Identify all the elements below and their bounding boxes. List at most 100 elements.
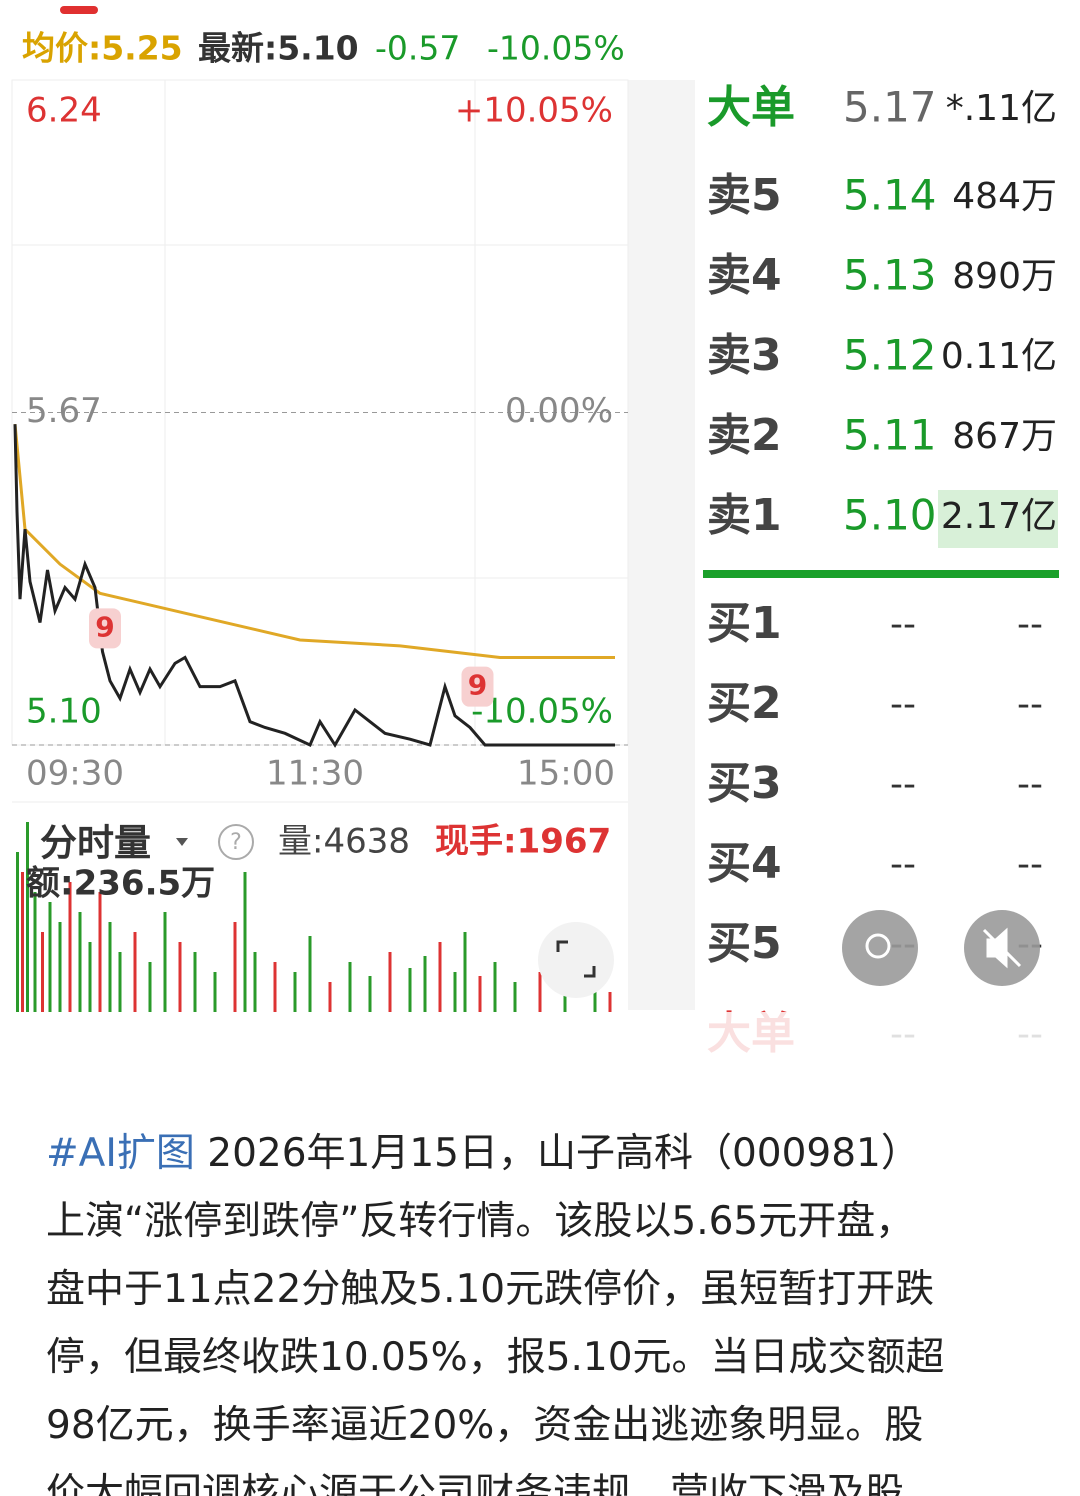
volume-bar <box>463 932 467 1012</box>
volume-bar <box>33 892 37 1012</box>
book-price: 5.10 <box>843 491 937 540</box>
volume-bar <box>21 872 24 1012</box>
volume-bar <box>108 922 112 1012</box>
volume-bar <box>88 942 92 1012</box>
fade <box>0 1012 1080 1062</box>
book-price: -- <box>890 764 916 805</box>
quote-screen: 均价:5.25 最新:5.10 -0.57 -10.05% 5.10 -10.05… <box>0 0 1080 1062</box>
post-line: 停，但最终收跌10.05%，报5.10元。当日成交额超 <box>46 1324 1080 1392</box>
book-amount: 890万 <box>952 256 1057 297</box>
book-label: 卖4 <box>707 250 782 301</box>
volume-bar <box>78 912 82 1012</box>
volume-bar <box>58 922 62 1012</box>
volume-bar <box>213 972 217 1012</box>
series-line <box>13 424 615 748</box>
book-price: -- <box>890 604 916 645</box>
change: -0.57 <box>375 29 460 68</box>
volume-bar <box>538 972 542 1012</box>
tab-indicator <box>60 6 98 14</box>
help-icon[interactable] <box>218 824 254 860</box>
mute-icon <box>982 927 1022 969</box>
volume-bar <box>423 956 427 1012</box>
post-line-text: 停，但最终收跌10.05%，报5.10元。当日成交额超 <box>46 1335 945 1380</box>
change-pct: -10.05% <box>487 29 625 68</box>
volume-bar <box>48 902 52 1012</box>
expand-icon <box>556 940 596 978</box>
volume-bar <box>148 962 152 1012</box>
side-gutter <box>628 80 695 1010</box>
book-label: 买3 <box>707 758 782 809</box>
book-label: 卖1 <box>707 490 782 541</box>
volume-bar <box>608 992 612 1012</box>
pct-label: -10.05% <box>471 692 613 732</box>
book-amount: *.11亿 <box>946 88 1057 129</box>
post-line: #AI扩图 2026年1月15日，山子高科（000981） <box>46 1120 1080 1188</box>
post-line-text: 价大幅回调核心源于公司财务违规、营收下滑及股 <box>46 1471 905 1496</box>
volume-bar <box>26 822 29 1012</box>
volume-bar <box>193 952 197 1012</box>
vol-title[interactable]: 分时量 <box>40 822 151 865</box>
book-label: 卖2 <box>707 410 782 461</box>
book-label: 卖3 <box>707 330 782 381</box>
volume-bar <box>328 982 332 1012</box>
y-tick-label: 6.24 <box>26 91 102 131</box>
annotation-text: 9 <box>468 669 487 702</box>
latest-price: 最新:5.10 <box>198 29 359 68</box>
x-tick-label: 15:00 <box>517 754 615 794</box>
book-price: 5.17 <box>843 83 937 132</box>
vol-qty: 量:4638 <box>278 822 410 862</box>
volume-bar <box>133 932 137 1012</box>
pct-label: 0.00% <box>505 391 613 431</box>
book-amount: -- <box>1017 604 1043 645</box>
help-mark: ? <box>230 830 242 855</box>
book-price: 5.11 <box>843 411 937 460</box>
post-text: #AI扩图 2026年1月15日，山子高科（000981） 上演“涨停到跌停”反转… <box>0 1062 1080 1496</box>
volume-bar <box>388 952 392 1012</box>
book-price: 5.13 <box>843 251 937 300</box>
volume-bar <box>163 912 167 1012</box>
volume-bar <box>593 984 597 1012</box>
vol-amount: 额:236.5万 <box>26 864 215 904</box>
book-price: -- <box>890 844 916 885</box>
book-label: 大单 <box>707 82 795 133</box>
volume-bar <box>273 962 277 1012</box>
book-amount: -- <box>1017 844 1043 885</box>
avg-price: 均价:5.25 <box>22 29 183 68</box>
book-amount: 867万 <box>952 416 1057 457</box>
post-line: 98亿元，换手率逼近20%，资金出逃迹象明显。股 <box>46 1392 1080 1460</box>
volume-bar <box>118 952 122 1012</box>
bg <box>0 0 1080 1062</box>
volume-bar <box>178 942 182 1012</box>
book-label: 买4 <box>707 838 782 889</box>
ask1-highlight <box>938 490 1058 548</box>
post-line-text: 上演“涨停到跌停”反转行情。该股以5.65元开盘， <box>46 1199 915 1244</box>
book-label: 买1 <box>707 598 782 649</box>
volume-bar <box>453 972 457 1012</box>
book-amount: 484万 <box>952 176 1057 217</box>
pct-label: +10.05% <box>455 91 613 131</box>
x-tick-label: 11:30 <box>266 754 364 794</box>
annotation-badge <box>461 666 494 707</box>
hashtag[interactable]: #AI扩图 <box>46 1131 195 1176</box>
volume-bar <box>478 976 482 1012</box>
volume-bar <box>308 936 312 1012</box>
book-label: 买2 <box>707 678 782 729</box>
book-amount: -- <box>1017 764 1043 805</box>
y-tick-label: 5.10 <box>26 692 102 732</box>
book-label: 卖5 <box>707 170 782 221</box>
post-line-text: 盘中于11点22分触及5.10元跌停价，虽短暂打开跌 <box>46 1267 935 1312</box>
volume-bar <box>98 892 102 1012</box>
post-line: 上演“涨停到跌停”反转行情。该股以5.65元开盘， <box>46 1188 1080 1256</box>
x-tick-label: 09:30 <box>26 754 124 794</box>
volume-bar <box>348 962 352 1012</box>
volume-bar <box>438 942 442 1012</box>
volume-bar <box>68 882 72 1012</box>
lens-button[interactable] <box>842 910 918 986</box>
annotation-text: 9 <box>95 610 114 643</box>
expand-button[interactable] <box>538 922 614 998</box>
volume-bar <box>493 962 497 1012</box>
volume-bar <box>408 968 412 1012</box>
book-divider <box>703 570 1059 578</box>
volume-bar <box>293 972 297 1012</box>
